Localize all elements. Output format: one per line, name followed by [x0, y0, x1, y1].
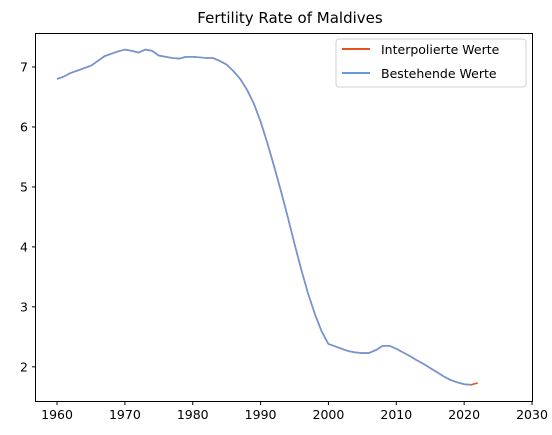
x-tick-label: 2030: [516, 407, 548, 422]
y-tick-label: 6: [20, 119, 28, 134]
x-tick-label: 1970: [109, 407, 141, 422]
x-tick-label: 2020: [448, 407, 480, 422]
x-tick-label: 1980: [177, 407, 209, 422]
legend-label-interpolated: Interpolierte Werte: [381, 42, 500, 57]
chart-title: Fertility Rate of Maldives: [197, 9, 383, 27]
y-tick-label: 4: [20, 239, 28, 254]
legend-label-existing: Bestehende Werte: [381, 66, 497, 81]
y-tick-label: 5: [20, 179, 28, 194]
y-tick-label: 3: [20, 299, 28, 314]
legend: Interpolierte Werte Bestehende Werte: [336, 39, 526, 87]
x-tick-label: 2000: [313, 407, 345, 422]
x-tick-label: 1960: [41, 407, 73, 422]
x-tick-label: 2010: [380, 407, 412, 422]
y-tick-label: 7: [20, 59, 28, 74]
x-tick-label: 1990: [245, 407, 277, 422]
y-tick-label: 2: [20, 359, 28, 374]
